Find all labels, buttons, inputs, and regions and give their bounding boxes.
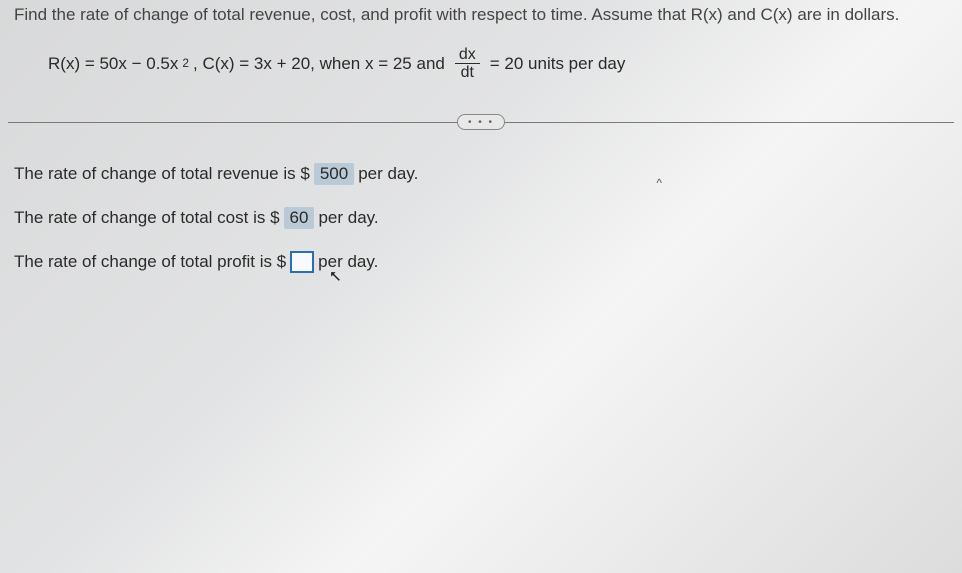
revenue-value: 500 xyxy=(314,163,354,185)
caret-up-icon: ^ xyxy=(656,176,662,190)
fraction-dx-dt: dx dt xyxy=(455,46,480,82)
dots-icon: • • • xyxy=(468,117,494,128)
cost-pre: The rate of change of total cost is $ xyxy=(14,208,280,228)
section-divider: • • • xyxy=(8,122,954,123)
fraction-numerator: dx xyxy=(455,46,480,65)
question-title: Find the rate of change of total revenue… xyxy=(14,0,934,28)
cost-post: per day. xyxy=(318,208,378,228)
revenue-post: per day. xyxy=(358,164,418,184)
question-formula: R(x) = 50x − 0.5x2, C(x) = 3x + 20, when… xyxy=(48,46,934,82)
answer-cost: The rate of change of total cost is $ 60… xyxy=(14,207,948,229)
formula-exponent: 2 xyxy=(182,55,189,73)
cost-value: 60 xyxy=(284,207,315,229)
answers-block: The rate of change of total revenue is $… xyxy=(0,163,962,273)
fraction-denominator: dt xyxy=(457,64,478,82)
expand-button[interactable]: • • • xyxy=(457,114,505,130)
profit-input[interactable] xyxy=(290,251,314,273)
profit-post: per day. xyxy=(318,252,378,272)
profit-pre: The rate of change of total profit is $ xyxy=(14,252,286,272)
answer-revenue: The rate of change of total revenue is $… xyxy=(14,163,948,185)
answer-profit: The rate of change of total profit is $ … xyxy=(14,251,948,273)
formula-suffix: = 20 units per day xyxy=(490,51,626,77)
formula-mid: , C(x) = 3x + 20, when x = 25 and xyxy=(193,51,445,77)
formula-prefix: R(x) = 50x − 0.5x xyxy=(48,51,178,77)
question-block: Find the rate of change of total revenue… xyxy=(0,0,962,82)
revenue-pre: The rate of change of total revenue is $ xyxy=(14,164,310,184)
